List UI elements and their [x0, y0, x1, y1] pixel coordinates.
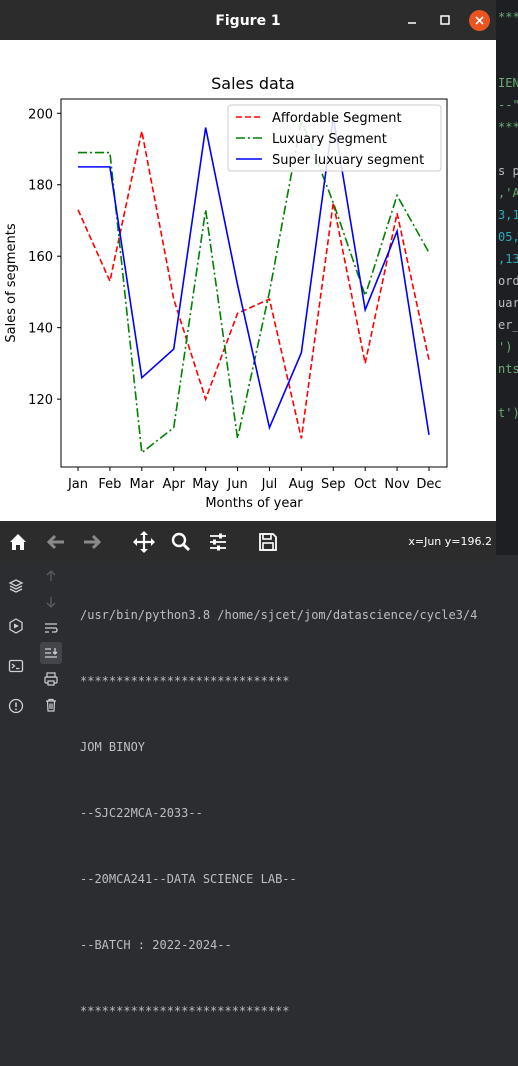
y-tick-label: 200	[28, 107, 53, 122]
back-icon[interactable]	[43, 529, 69, 555]
code-fragment: ')	[498, 340, 513, 354]
console-line: --BATCH : 2022-2024--	[80, 938, 232, 952]
y-tick-label: 180	[28, 179, 53, 194]
console-line: /usr/bin/python3.8 /home/sjcet/jom/datas…	[80, 608, 478, 622]
cursor-coordinates: x=Jun y=196.2	[408, 535, 492, 548]
print-icon[interactable]	[40, 668, 62, 690]
minimize-button[interactable]	[402, 10, 422, 30]
maximize-button[interactable]	[435, 10, 455, 30]
zoom-icon[interactable]	[168, 529, 194, 555]
terminal-icon[interactable]	[5, 655, 27, 677]
x-tick-label: Feb	[98, 477, 121, 492]
x-tick-label: Sep	[321, 477, 346, 492]
soft-wrap-icon[interactable]	[40, 617, 62, 639]
code-fragment: ***	[498, 120, 518, 134]
window-title: Figure 1	[215, 13, 281, 29]
code-fragment: ,'A	[498, 186, 518, 200]
code-fragment: ***	[498, 10, 518, 24]
x-tick-label: Apr	[162, 477, 185, 492]
console-line: --20MCA241--DATA SCIENCE LAB--	[80, 872, 297, 886]
home-icon[interactable]	[5, 529, 31, 555]
figure-window: Figure 1 Sales data 120 140 160 180 200 Jan F…	[0, 0, 496, 562]
code-fragment: t')	[498, 406, 518, 420]
forward-icon[interactable]	[79, 529, 105, 555]
code-fragment: IEN	[498, 76, 518, 90]
services-icon[interactable]	[5, 615, 27, 637]
x-tick-label: Aug	[289, 477, 314, 492]
configure-icon[interactable]	[205, 529, 231, 555]
y-axis-label: Sales of segments	[4, 223, 19, 342]
pan-icon[interactable]	[131, 529, 157, 555]
x-tick-label: Dec	[416, 477, 441, 492]
plot-frame	[60, 98, 448, 468]
console-line: JOM BINOY	[80, 740, 146, 754]
tool-window-strip	[0, 555, 34, 715]
legend-label: Luxuary Segment	[272, 132, 387, 147]
series-line-0	[77, 130, 430, 439]
legend-label: Affordable Segment	[272, 111, 402, 126]
problems-icon[interactable]	[5, 695, 27, 717]
line-chart: Sales data 120 140 160 180 200 Jan Feb Mar Apr M…	[4, 74, 448, 511]
code-fragment: s p	[498, 164, 518, 178]
x-tick-label: May	[192, 477, 219, 492]
scroll-up-icon[interactable]	[40, 565, 62, 587]
x-axis-label: Months of year	[205, 496, 303, 511]
x-tick-label: Jul	[261, 477, 278, 492]
console-line: *****************************	[80, 674, 290, 688]
chart-title: Sales data	[211, 74, 295, 93]
y-tick-label: 160	[28, 250, 53, 265]
x-tick-label: Nov	[384, 477, 410, 492]
console-line: --SJC22MCA-2033--	[80, 806, 203, 820]
plot-canvas[interactable]: Sales data 120 140 160 180 200 Jan Feb Mar Apr M…	[0, 40, 496, 521]
legend: Affordable Segment Luxuary Segment Super l…	[227, 104, 442, 172]
series-line-2	[78, 116, 430, 435]
code-fragment: nts	[498, 362, 518, 376]
code-fragment: ord	[498, 274, 518, 288]
x-tick-label: Jan	[67, 477, 88, 492]
legend-label: Super luxuary segment	[272, 153, 424, 168]
scroll-to-end-icon[interactable]	[40, 642, 62, 664]
trash-icon[interactable]	[40, 694, 62, 716]
console-actions	[34, 555, 68, 715]
legend-box	[227, 104, 442, 172]
save-icon[interactable]	[255, 529, 281, 555]
console-output: /usr/bin/python3.8 /home/sjcet/jom/datas…	[80, 560, 477, 1066]
code-fragment: ,13	[498, 252, 518, 266]
close-button[interactable]	[469, 10, 490, 31]
window-titlebar[interactable]: Figure 1	[0, 0, 496, 40]
run-console: /usr/bin/python3.8 /home/sjcet/jom/datas…	[0, 555, 518, 1018]
code-fragment: 05,	[498, 230, 518, 244]
y-tick-label: 140	[28, 322, 53, 337]
x-tick-label: Jun	[226, 477, 247, 492]
console-line: *****************************	[80, 1004, 290, 1018]
layers-icon[interactable]	[5, 575, 27, 597]
code-fragment: --"	[498, 98, 518, 112]
scroll-down-icon[interactable]	[40, 591, 62, 613]
code-fragment: 3,1	[498, 208, 518, 222]
x-tick-label: Mar	[130, 477, 155, 492]
x-tick-label: Oct	[354, 477, 376, 492]
figure-toolbar: x=Jun y=196.2	[0, 521, 496, 562]
y-tick-label: 120	[28, 393, 53, 408]
ide-editor-background: *** IEN --" *** s p ,'A 3,1 05, ,13 ord …	[496, 0, 518, 555]
code-fragment: uar	[498, 296, 518, 310]
code-fragment: er_	[498, 318, 518, 332]
